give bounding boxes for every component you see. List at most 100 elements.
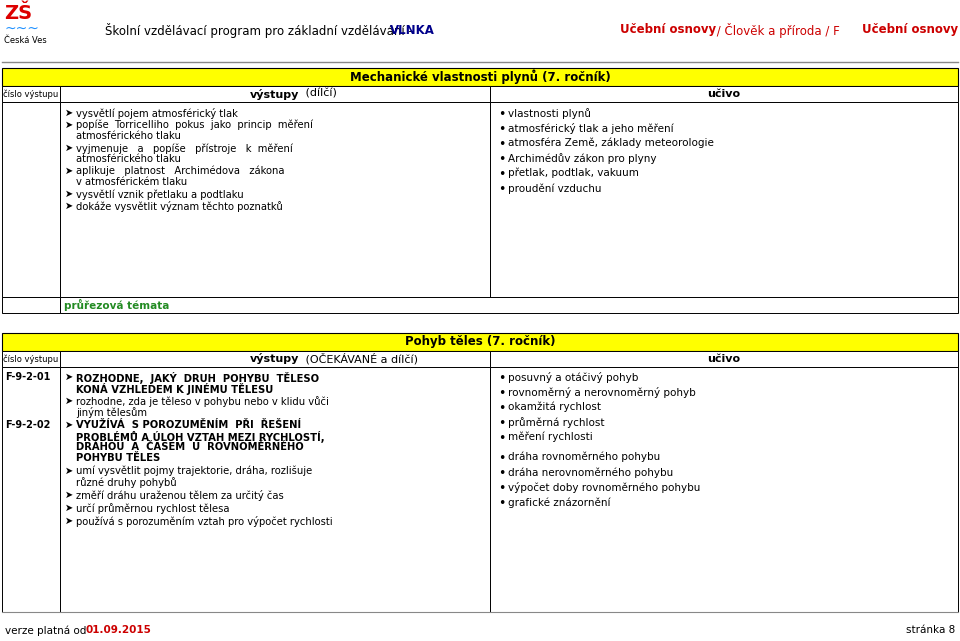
Text: ➤: ➤ <box>65 372 73 382</box>
Text: změří dráhu uraženou tělem za určitý čas: změří dráhu uraženou tělem za určitý čas <box>76 490 284 501</box>
Text: atmosférický tlak a jeho měření: atmosférický tlak a jeho měření <box>508 123 674 134</box>
Bar <box>60 86 490 102</box>
Text: určí průměrnou rychlost tělesa: určí průměrnou rychlost tělesa <box>76 503 229 514</box>
Text: výpočet doby rovnoměrného pohybu: výpočet doby rovnoměrného pohybu <box>508 482 701 493</box>
Text: ➤: ➤ <box>65 490 73 500</box>
Text: stránka 8: stránka 8 <box>905 625 955 635</box>
Text: okamžitá rychlost: okamžitá rychlost <box>508 402 601 413</box>
Bar <box>2 68 958 86</box>
Text: ➤: ➤ <box>65 396 73 406</box>
Text: ➤: ➤ <box>65 120 73 130</box>
Text: učivo: učivo <box>708 354 740 364</box>
Text: vlastnosti plynů: vlastnosti plynů <box>508 108 591 119</box>
Bar <box>490 351 958 367</box>
Text: (OČEKÁVANÉ a dílčí): (OČEKÁVANÉ a dílčí) <box>302 353 418 365</box>
Text: ➤: ➤ <box>65 108 73 118</box>
Text: měření rychlosti: měření rychlosti <box>508 432 592 442</box>
Text: (dílčí): (dílčí) <box>302 89 337 99</box>
Text: ➤: ➤ <box>65 503 73 513</box>
Text: dráha rovnoměrného pohybu: dráha rovnoměrného pohybu <box>508 452 660 463</box>
Text: Školní vzdělávací program pro základní vzdělávání -: Školní vzdělávací program pro základní v… <box>105 22 417 38</box>
Text: výstupy: výstupy <box>251 88 300 99</box>
Text: výstupy: výstupy <box>251 353 300 365</box>
Text: VYUŽÍVÁ  S POROZUMĚNÍM  PŘI  ŘEŠENÍ: VYUŽÍVÁ S POROZUMĚNÍM PŘI ŘEŠENÍ <box>76 420 301 430</box>
Text: Pohyb těles (7. ročník): Pohyb těles (7. ročník) <box>405 335 555 349</box>
Text: atmosférického tlaku: atmosférického tlaku <box>76 154 180 164</box>
Text: rozhodne, zda je těleso v pohybu nebo v klidu vůči: rozhodne, zda je těleso v pohybu nebo v … <box>76 396 329 407</box>
Text: •: • <box>498 417 505 430</box>
Text: POHYBU TĚLES: POHYBU TĚLES <box>76 453 160 463</box>
Text: atmosféra Země, základy meteorologie: atmosféra Země, základy meteorologie <box>508 138 714 149</box>
Text: •: • <box>498 183 505 196</box>
Text: •: • <box>498 153 505 166</box>
Text: verze platná od: verze platná od <box>5 625 89 635</box>
Text: ➤: ➤ <box>65 201 73 211</box>
Text: popíše  Torricelliho  pokus  jako  princip  měření: popíše Torricelliho pokus jako princip m… <box>76 120 313 131</box>
Text: učivo: učivo <box>708 89 740 99</box>
Text: ➤: ➤ <box>65 166 73 176</box>
Text: aplikuje   platnost   Archimédova   zákona: aplikuje platnost Archimédova zákona <box>76 166 284 176</box>
Text: ➤: ➤ <box>65 516 73 526</box>
Text: •: • <box>498 467 505 480</box>
Text: DRÁHOU  A  ČASEM  U  ROVNOMĚRNÉHO: DRÁHOU A ČASEM U ROVNOMĚRNÉHO <box>76 442 303 452</box>
Bar <box>2 102 60 297</box>
Text: ➤: ➤ <box>65 189 73 199</box>
Text: různé druhy pohybů: různé druhy pohybů <box>76 477 177 488</box>
Bar <box>2 2 97 60</box>
Bar <box>490 102 958 297</box>
Text: ➤: ➤ <box>65 143 73 153</box>
Text: VLNKA: VLNKA <box>390 24 435 37</box>
Text: dokáže vysvětlit význam těchto poznatků: dokáže vysvětlit význam těchto poznatků <box>76 201 283 212</box>
Text: vysvětlí pojem atmosférický tlak: vysvětlí pojem atmosférický tlak <box>76 108 238 119</box>
Text: grafické znázornění: grafické znázornění <box>508 497 611 508</box>
Text: ZŠ: ZŠ <box>4 4 32 23</box>
Bar <box>2 86 60 102</box>
Bar <box>60 351 490 367</box>
Text: •: • <box>498 452 505 465</box>
Text: posuvný a otáčivý pohyb: posuvný a otáčivý pohyb <box>508 372 638 383</box>
Text: průřezová témata: průřezová témata <box>64 299 169 311</box>
Text: •: • <box>498 168 505 181</box>
Text: •: • <box>498 497 505 510</box>
Text: Učební osnovy: Učební osnovy <box>862 24 958 37</box>
Text: •: • <box>498 123 505 136</box>
Text: •: • <box>498 482 505 495</box>
Text: Učební osnovy: Učební osnovy <box>620 24 716 37</box>
Text: přetlak, podtlak, vakuum: přetlak, podtlak, vakuum <box>508 168 638 178</box>
Text: atmosférického tlaku: atmosférického tlaku <box>76 131 180 141</box>
Text: Archimédův zákon pro plyny: Archimédův zákon pro plyny <box>508 153 657 164</box>
Text: •: • <box>498 138 505 151</box>
Text: ~~~: ~~~ <box>4 22 38 36</box>
Bar <box>60 297 958 313</box>
Bar <box>2 367 60 612</box>
Text: používá s porozuměním vztah pro výpočet rychlosti: používá s porozuměním vztah pro výpočet … <box>76 516 332 527</box>
Text: KONÁ VZHLEDEM K JINÉMU TĚLESU: KONÁ VZHLEDEM K JINÉMU TĚLESU <box>76 383 274 395</box>
Text: 01.09.2015: 01.09.2015 <box>85 625 151 635</box>
Text: •: • <box>498 402 505 415</box>
Text: ➤: ➤ <box>65 420 73 430</box>
Text: F-9-2-01: F-9-2-01 <box>5 372 50 382</box>
Text: Česká Ves: Česká Ves <box>4 36 47 45</box>
Text: •: • <box>498 432 505 445</box>
Bar <box>60 367 490 612</box>
Text: proudění vzduchu: proudění vzduchu <box>508 183 602 194</box>
Text: umí vysvětlit pojmy trajektorie, dráha, rozlišuje: umí vysvětlit pojmy trajektorie, dráha, … <box>76 466 312 476</box>
Text: •: • <box>498 372 505 385</box>
Bar <box>60 102 490 297</box>
Text: číslo výstupu: číslo výstupu <box>4 89 59 99</box>
Bar <box>2 297 60 313</box>
Text: PROBLÉMŮ A ÚLOH VZTAH MEZI RYCHLOSTÍ,: PROBLÉMŮ A ÚLOH VZTAH MEZI RYCHLOSTÍ, <box>76 431 324 443</box>
Text: Mechanické vlastnosti plynů (7. ročník): Mechanické vlastnosti plynů (7. ročník) <box>349 70 611 84</box>
Bar <box>490 86 958 102</box>
Text: ➤: ➤ <box>65 466 73 476</box>
Text: F-9-2-02: F-9-2-02 <box>5 420 50 430</box>
Text: vyjmenuje   a   popíše   přístroje   k  měření: vyjmenuje a popíše přístroje k měření <box>76 143 293 153</box>
Text: / Člověk a příroda / F: / Člověk a příroda / F <box>713 22 840 38</box>
Bar <box>2 351 60 367</box>
Text: číslo výstupu: číslo výstupu <box>4 354 59 363</box>
Text: •: • <box>498 108 505 121</box>
Text: dráha nerovnoměrného pohybu: dráha nerovnoměrného pohybu <box>508 467 673 478</box>
Text: jiným tělesům: jiným tělesům <box>76 407 147 418</box>
Text: průměrná rychlost: průměrná rychlost <box>508 417 605 428</box>
Bar <box>2 333 958 351</box>
